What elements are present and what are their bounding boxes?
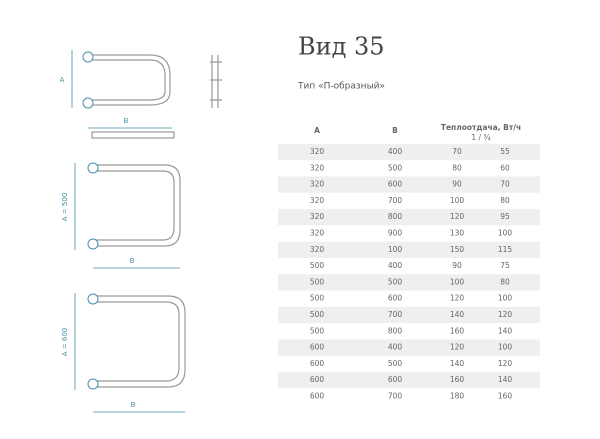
- table-cell: 80: [500, 277, 510, 286]
- table-cell: 500: [310, 326, 325, 335]
- table-cell: 700: [388, 196, 403, 205]
- table-cell: 140: [498, 375, 513, 384]
- column-header: B: [392, 126, 398, 135]
- table-cell: 320: [310, 229, 325, 238]
- table-cell: 55: [500, 147, 510, 156]
- table-cell: 160: [498, 392, 513, 401]
- table-cell: 320: [310, 180, 325, 189]
- table-cell: 115: [498, 245, 513, 254]
- table-cell: 100: [388, 245, 403, 254]
- table-cell: 900: [388, 229, 403, 238]
- table-cell: 500: [310, 310, 325, 319]
- row-shade: [278, 176, 540, 193]
- table-cell: 80: [452, 163, 462, 172]
- table-cell: 400: [388, 147, 403, 156]
- table-cell: 100: [498, 294, 513, 303]
- row-shade: [278, 241, 540, 258]
- table-cell: 600: [388, 294, 403, 303]
- table-cell: 120: [450, 294, 465, 303]
- table-cell: 95: [500, 212, 510, 221]
- table-cell: 400: [388, 343, 403, 352]
- table-cell: 100: [450, 277, 465, 286]
- dimension-label: B: [130, 257, 135, 265]
- table-cell: 600: [310, 359, 325, 368]
- table-cell: 500: [310, 261, 325, 270]
- dimension-label: A: [60, 76, 65, 84]
- table-cell: 500: [388, 359, 403, 368]
- table-cell: 500: [310, 277, 325, 286]
- row-shade: [278, 209, 540, 226]
- table-cell: 600: [388, 180, 403, 189]
- table-cell: 800: [388, 326, 403, 335]
- table-cell: 600: [310, 375, 325, 384]
- table-cell: 800: [388, 212, 403, 221]
- table-cell: 320: [310, 245, 325, 254]
- table-cell: 80: [500, 196, 510, 205]
- subtitle: Тип «П-образный»: [297, 82, 385, 92]
- table-cell: 180: [450, 392, 465, 401]
- row-shade: [278, 143, 540, 161]
- table-cell: 70: [452, 147, 462, 156]
- table-cell: 500: [388, 163, 403, 172]
- table-cell: 120: [450, 343, 465, 352]
- table-cell: 140: [450, 359, 465, 368]
- table-body: 320 400 70 55 320 500 80 60 320 600 90 70 320 700 100 8…: [278, 143, 540, 401]
- table-cell: 320: [310, 163, 325, 172]
- table-cell: 90: [452, 261, 462, 270]
- table-cell: 500: [310, 294, 325, 303]
- table-cell: 600: [310, 392, 325, 401]
- row-shade: [278, 274, 540, 291]
- table-cell: 100: [498, 343, 513, 352]
- table-cell: 600: [310, 343, 325, 352]
- table-cell: 600: [388, 375, 403, 384]
- dimension-label: B: [124, 117, 129, 125]
- table-cell: 90: [452, 180, 462, 189]
- table-cell: 160: [450, 375, 465, 384]
- dimension-label: B: [131, 401, 136, 409]
- table-cell: 75: [500, 261, 510, 270]
- table-cell: 150: [450, 245, 465, 254]
- table-cell: 140: [498, 326, 513, 335]
- table-cell: 320: [310, 212, 325, 221]
- column-subheader: 1 / ¾: [471, 133, 491, 142]
- title: Вид 35: [298, 33, 385, 61]
- dimension-label: A = 500: [61, 193, 69, 221]
- column-header: A: [314, 126, 320, 135]
- row-shade: [278, 372, 540, 389]
- table-cell: 70: [500, 180, 510, 189]
- table-cell: 320: [310, 196, 325, 205]
- table-cell: 140: [450, 310, 465, 319]
- table-cell: 120: [498, 310, 513, 319]
- row-shade: [278, 339, 540, 356]
- drawing-1: A B: [60, 50, 222, 139]
- table-cell: 500: [388, 277, 403, 286]
- table-cell: 320: [310, 147, 325, 156]
- table-cell: 120: [498, 359, 513, 368]
- table-cell: 700: [388, 392, 403, 401]
- drawing-2: A = 500 B: [61, 162, 181, 269]
- table-cell: 130: [450, 229, 465, 238]
- table-cell: 400: [388, 261, 403, 270]
- dimension-label: A = 600: [61, 328, 69, 356]
- column-header: Теплоотдача, Вт/ч: [441, 123, 521, 132]
- table-cell: 100: [450, 196, 465, 205]
- table-cell: 100: [498, 229, 513, 238]
- table-cell: 160: [450, 326, 465, 335]
- table-cell: 120: [450, 212, 465, 221]
- table-cell: 700: [388, 310, 403, 319]
- table-cell: 60: [500, 163, 510, 172]
- row-shade: [278, 306, 540, 324]
- drawing-3: A = 600 B: [61, 293, 186, 413]
